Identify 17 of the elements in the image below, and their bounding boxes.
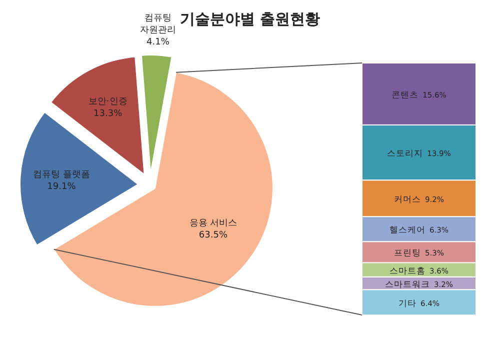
series-label: 콘텐츠 (392, 90, 419, 100)
slice-label: 보안·인증 (88, 96, 128, 107)
data-label: 19.1% (47, 182, 76, 192)
chart-title: 기술분야별 출원현황 (180, 10, 320, 28)
series-label: 프린팅 (394, 248, 421, 259)
data-label: 63.5% (198, 230, 228, 241)
series-label: 커머스 (394, 194, 421, 205)
series-label: 스마트워크 (384, 280, 430, 290)
slice-label: 응용 서비스 (189, 218, 238, 229)
series-label: 스토리지 (387, 148, 424, 159)
series-label: 기타 (398, 298, 416, 309)
series-label: 스마트홈 (389, 266, 426, 276)
slice-label: 컴퓨팅 플랫폼 (33, 170, 90, 180)
series-label: 헬스케어 (389, 226, 426, 236)
data-label: 13.3% (94, 108, 123, 119)
data-label: 4.1% (146, 37, 170, 48)
slice-label: 컴퓨팅 자원관리 (140, 13, 176, 36)
